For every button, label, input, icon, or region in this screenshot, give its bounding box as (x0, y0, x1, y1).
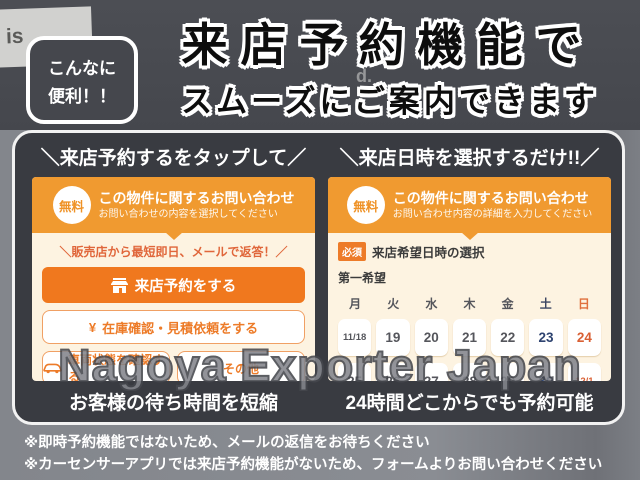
footer-note-1: ※即時予約機能ではないため、メールの返信をお待ちください (24, 435, 430, 451)
date-cell[interactable]: 30 (529, 363, 563, 381)
other-label: その他 (222, 361, 259, 376)
date-cell[interactable]: 23 (529, 319, 563, 356)
weekday-tue: 火 (387, 297, 400, 311)
left-screenshot-card: 無料 この物件に関するお問い合わせ お問い合わせの内容を選択してください ＼販売… (32, 177, 315, 381)
car-icon (43, 362, 62, 374)
left-column-title: ＼来店予約するをタップして／ (40, 148, 307, 169)
date-cell[interactable]: 20 (414, 319, 448, 356)
left-caption: お客様の待ち時間を短縮 (68, 393, 278, 414)
response-note: ＼販売店から最短即日、メールで返答！／ (59, 245, 288, 259)
weekday-thu: 木 (463, 297, 476, 311)
other-button[interactable]: その他 (177, 351, 305, 381)
left-card-body: ＼販売店から最短即日、メールで返答！／ 来店予約をする ¥ (32, 233, 315, 381)
date-cell[interactable]: 28 (452, 363, 487, 381)
header-notch (164, 232, 183, 240)
weekday-header: 月 火 水 木 金 土 日 (338, 295, 601, 312)
right-inquiry-header: 無料 この物件に関するお問い合わせ お問い合わせ内容の詳細を入力してください (328, 177, 611, 240)
right-card-body: 必須 来店希望日時の選択 第一希望 月 火 水 木 金 土 日 11/18 (328, 233, 611, 381)
vehicle-condition-button[interactable]: 車両状態を確認する (42, 351, 170, 381)
right-column: ＼来店日時を選択するだけ!!／ 無料 この物件に関するお問い合わせ お問い合わせ… (326, 143, 613, 415)
right-screenshot-card: 無料 この物件に関するお問い合わせ お問い合わせ内容の詳細を入力してください 必… (328, 177, 611, 381)
reserve-visit-button[interactable]: 来店予約をする (42, 267, 305, 303)
calendar-week1: 11/18 19 20 21 22 23 24 (338, 319, 601, 356)
left-column: ＼来店予約するをタップして／ 無料 この物件に関するお問い合わせ お問い合わせの… (30, 143, 317, 415)
date-cell[interactable]: 25 (338, 363, 372, 381)
stock-check-label: 在庫確認・見積依頼をする (102, 320, 259, 336)
date-cell[interactable]: 29 (491, 363, 525, 381)
weekday-sun: 日 (577, 297, 590, 311)
date-cell[interactable]: 21 (452, 319, 487, 356)
header-notch (460, 232, 479, 240)
vehicle-condition-label: 車両状態を確認する (68, 353, 165, 381)
weekday-mon: 月 (349, 297, 362, 311)
first-preference-label: 第一希望 (338, 271, 387, 285)
free-badge: 無料 (52, 186, 91, 224)
calendar-week2: 25 26 27 28 29 30 12/1 (338, 363, 601, 381)
badge-line1: こんなに (48, 58, 116, 78)
footer-note-2: ※カーセンサーアプリでは来店予約機能がないため、フォームよりお問い合わせください (24, 457, 603, 473)
date-cell[interactable]: 19 (376, 319, 410, 356)
left-inquiry-header: 無料 この物件に関するお問い合わせ お問い合わせの内容を選択してください (32, 177, 315, 240)
weekday-wed: 水 (425, 297, 438, 311)
date-select-label: 来店希望日時の選択 (372, 246, 485, 260)
date-cell[interactable]: 22 (491, 319, 525, 356)
inquiry-title: この物件に関するお問い合わせ (392, 189, 589, 206)
background-letter: d. (356, 66, 372, 86)
free-badge: 無料 (346, 186, 385, 224)
stock-check-button[interactable]: ¥ 在庫確認・見積依頼をする (42, 310, 305, 344)
reserve-visit-label: 来店予約をする (134, 278, 237, 295)
store-icon (110, 277, 128, 293)
background-sign-text: is (5, 24, 24, 49)
date-cell[interactable]: 24 (567, 319, 601, 356)
page-subtitle: スムーズにご案内できます (181, 84, 599, 119)
inquiry-subtitle: お問い合わせの内容を選択してください (98, 208, 278, 220)
right-column-title: ＼来店日時を選択するだけ!!／ (339, 148, 600, 169)
footer-notes: ※即時予約機能ではないため、メールの返信をお待ちください ※カーセンサーアプリで… (24, 432, 602, 476)
page-title: 来店予約機能で (181, 19, 595, 71)
date-cell[interactable]: 11/18 (338, 319, 372, 356)
weekday-fri: 金 (501, 297, 514, 311)
convenience-badge: こんなに 便利！！ (26, 36, 138, 124)
weekday-sat: 土 (539, 297, 552, 311)
required-badge: 必須 (338, 242, 366, 261)
date-cell[interactable]: 27 (414, 363, 448, 381)
feature-panel: ＼来店予約するをタップして／ 無料 この物件に関するお問い合わせ お問い合わせの… (12, 130, 625, 425)
inquiry-subtitle: お問い合わせ内容の詳細を入力してください (392, 208, 593, 220)
badge-line2: 便利！！ (48, 86, 116, 106)
date-cell[interactable]: 12/1 (567, 363, 601, 381)
date-cell[interactable]: 26 (376, 363, 410, 381)
yen-icon: ¥ (88, 319, 97, 335)
right-caption: 24時間どこからでも予約可能 (345, 393, 594, 414)
inquiry-title: この物件に関するお問い合わせ (98, 189, 295, 206)
